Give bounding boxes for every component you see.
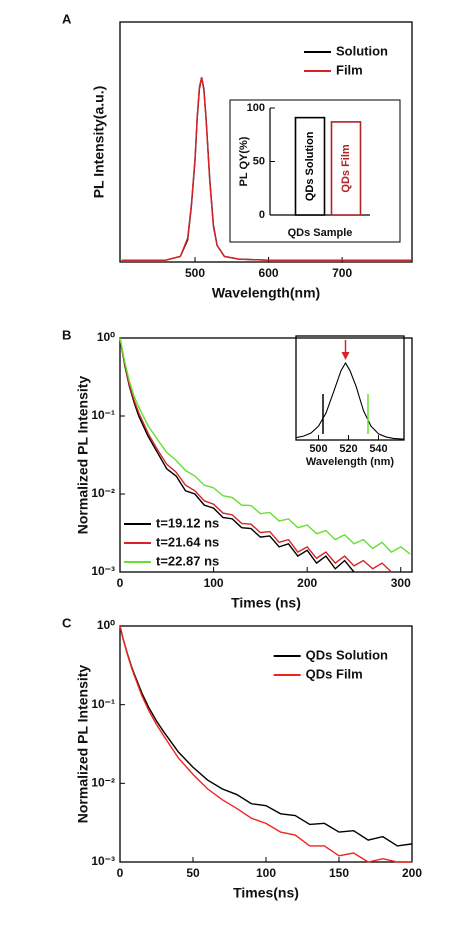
bar (330, 121, 362, 216)
bar-label: QDs Solution (304, 131, 316, 201)
plot-frame (295, 335, 405, 441)
data-line (119, 337, 392, 573)
panel-label: C (62, 615, 72, 630)
y-axis-label: Normalized PL Intensity (75, 665, 91, 824)
y-tick-label: 10⁻³ (91, 854, 115, 868)
x-axis-label: Wavelength (nm) (306, 456, 395, 468)
x-tick-label: 600 (259, 266, 279, 280)
x-tick-label: 100 (204, 576, 224, 590)
x-tick-label: 300 (391, 576, 411, 590)
bar-label: QDs Film (340, 144, 352, 193)
data-line (119, 625, 412, 863)
x-axis-label: QDs Sample (288, 227, 353, 239)
data-line (295, 361, 405, 440)
y-tick-label: 10⁻¹ (91, 408, 115, 422)
data-line (121, 77, 412, 261)
x-tick-label: 200 (402, 866, 422, 880)
legend-label: Solution (336, 43, 388, 58)
data-line (119, 337, 411, 555)
x-axis-label: Times (ns) (231, 595, 301, 611)
x-tick-label: 200 (297, 576, 317, 590)
legend-label: t=21.64 ns (156, 534, 219, 549)
x-tick-label: 700 (332, 266, 352, 280)
arrow-head (341, 352, 350, 360)
legend-label: QDs Solution (306, 647, 388, 662)
y-tick-label: 10⁰ (97, 618, 115, 632)
y-tick-label: 100 (247, 102, 265, 114)
legend-label: QDs Film (306, 666, 363, 681)
y-axis-label: Normalized PL Intensity (75, 376, 91, 535)
legend-label: t=22.87 ns (156, 553, 219, 568)
plot-frame (119, 337, 413, 573)
y-tick-label: 10⁻¹ (91, 697, 115, 711)
panel-label: B (62, 327, 71, 342)
x-tick-label: 50 (186, 866, 200, 880)
x-tick-label: 0 (117, 866, 124, 880)
y-tick-label: 10⁰ (97, 330, 115, 344)
x-tick-label: 0 (117, 576, 124, 590)
y-tick-label: 0 (259, 209, 265, 221)
x-axis-label: Wavelength(nm) (212, 285, 320, 301)
plot-frame (119, 21, 413, 263)
y-tick-label: 10⁻² (91, 776, 115, 790)
x-tick-label: 500 (185, 266, 205, 280)
x-axis-label: Times(ns) (233, 885, 299, 901)
y-tick-label: 10⁻³ (91, 564, 115, 578)
x-tick-label: 540 (369, 443, 387, 455)
y-tick-label: 10⁻² (91, 486, 115, 500)
data-line (119, 337, 355, 573)
x-tick-label: 150 (329, 866, 349, 880)
x-tick-label: 520 (339, 443, 357, 455)
bar (294, 116, 326, 216)
legend-label: Film (336, 62, 363, 77)
y-axis-label: PL Intensity(a.u.) (91, 86, 107, 199)
x-tick-label: 500 (309, 443, 327, 455)
panel-label: A (62, 11, 72, 26)
x-tick-label: 100 (256, 866, 276, 880)
y-tick-label: 50 (253, 155, 265, 167)
y-axis-label: PL QY(%) (238, 136, 250, 186)
legend-label: t=19.12 ns (156, 515, 219, 530)
